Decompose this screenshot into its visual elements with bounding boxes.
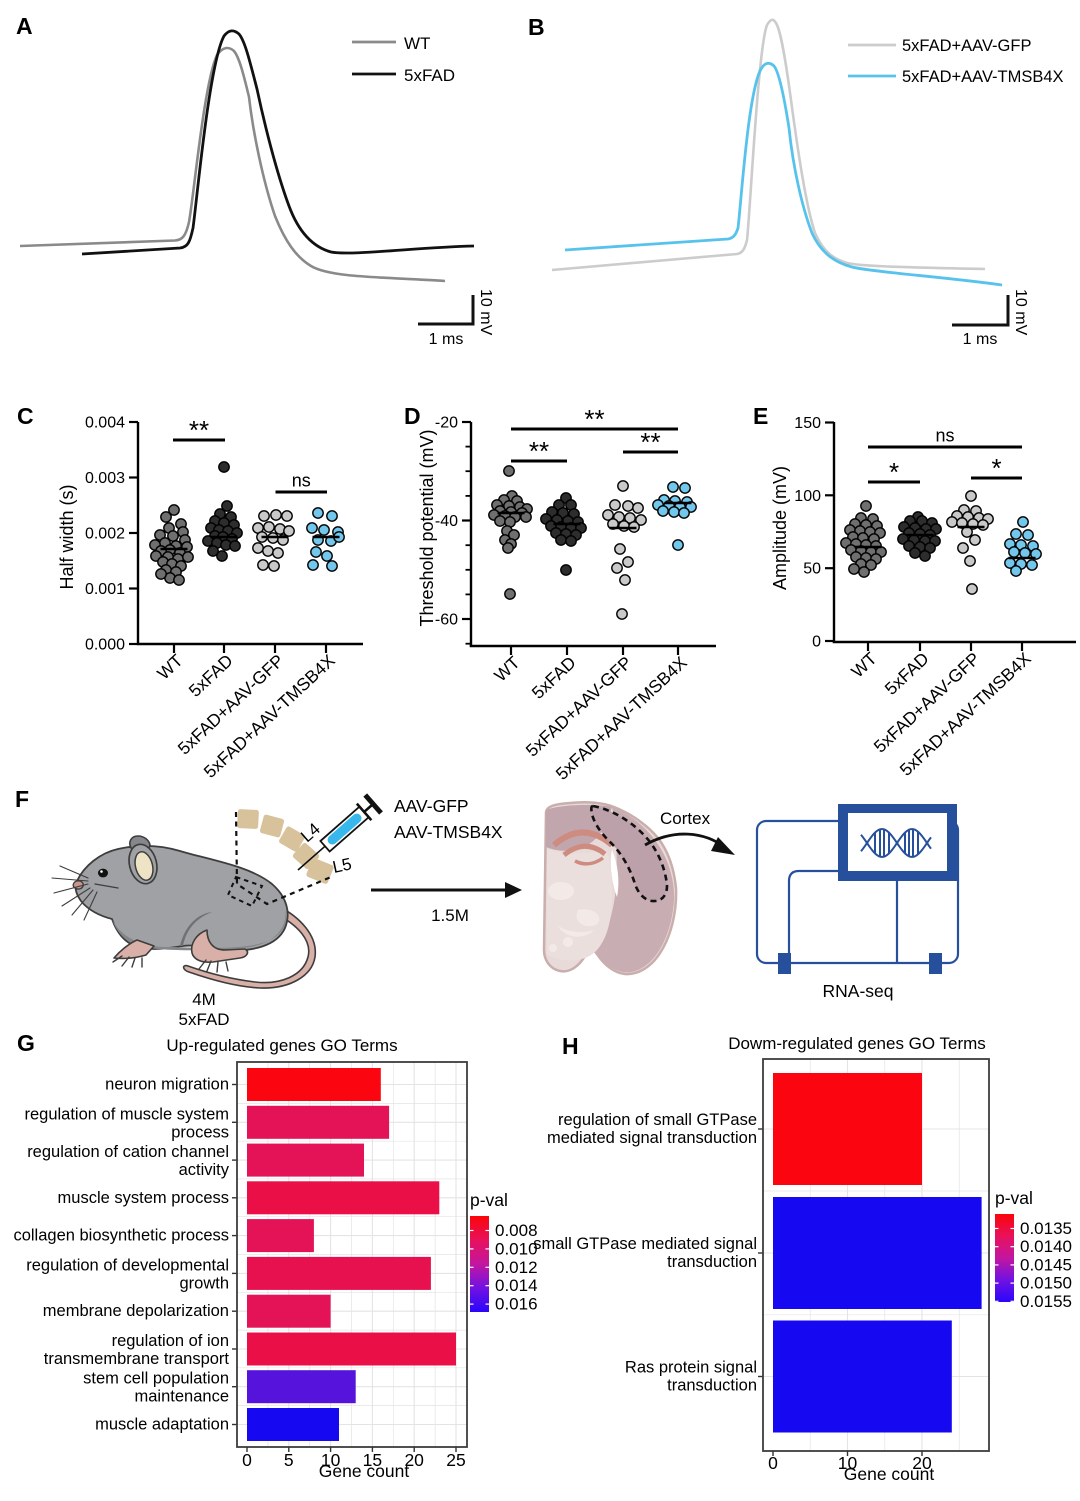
svg-text:20: 20 (912, 1453, 932, 1473)
svg-text:H: H (562, 1033, 579, 1059)
svg-text:regulation of cation channel: regulation of cation channel (27, 1143, 229, 1161)
svg-text:1 ms: 1 ms (963, 331, 998, 348)
svg-text:0.010: 0.010 (495, 1239, 538, 1258)
svg-text:membrane depolarization: membrane depolarization (43, 1302, 229, 1320)
svg-text:collagen biosynthetic process: collagen biosynthetic process (13, 1227, 229, 1245)
svg-text:0.014: 0.014 (495, 1276, 538, 1295)
svg-text:-60: -60 (435, 612, 458, 629)
svg-text:Up-regulated genes GO Terms: Up-regulated genes GO Terms (166, 1036, 397, 1055)
svg-text:5: 5 (284, 1450, 294, 1470)
svg-text:**: ** (189, 415, 209, 445)
svg-text:0.002: 0.002 (85, 526, 125, 543)
svg-text:1 ms: 1 ms (429, 331, 464, 348)
svg-text:0.008: 0.008 (495, 1221, 538, 1240)
svg-text:0.004: 0.004 (85, 415, 125, 432)
svg-text:growth: growth (179, 1274, 229, 1292)
svg-text:Gene count: Gene count (319, 1461, 410, 1481)
svg-text:ns: ns (292, 471, 311, 491)
svg-text:Threshold potential (mV): Threshold potential (mV) (417, 429, 437, 626)
svg-text:F: F (15, 786, 29, 812)
svg-text:20: 20 (404, 1450, 424, 1470)
svg-text:Ras protein signal: Ras protein signal (625, 1359, 757, 1377)
svg-text:p-val: p-val (470, 1190, 508, 1210)
svg-text:0.003: 0.003 (85, 470, 125, 487)
svg-text:0: 0 (812, 634, 821, 651)
svg-text:mediated signal transduction: mediated signal transduction (547, 1129, 757, 1147)
svg-text:0: 0 (768, 1453, 778, 1473)
svg-text:0.0140: 0.0140 (1020, 1237, 1072, 1256)
svg-text:10: 10 (321, 1450, 341, 1470)
svg-text:5xFAD: 5xFAD (178, 1010, 229, 1029)
svg-text:Half width (s): Half width (s) (57, 484, 77, 589)
svg-text:10: 10 (838, 1453, 858, 1473)
svg-text:Cortex: Cortex (660, 809, 711, 828)
svg-text:process: process (171, 1123, 229, 1141)
svg-text:E: E (753, 403, 768, 429)
svg-text:**: ** (584, 404, 604, 434)
svg-text:ns: ns (935, 426, 954, 446)
svg-text:0.0155: 0.0155 (1020, 1292, 1072, 1311)
svg-text:10 mV: 10 mV (1012, 289, 1029, 336)
svg-text:-20: -20 (435, 415, 458, 432)
svg-text:regulation of small GTPase: regulation of small GTPase (558, 1111, 757, 1129)
svg-text:regulation of ion: regulation of ion (112, 1332, 229, 1350)
svg-text:0.0150: 0.0150 (1020, 1274, 1072, 1293)
svg-text:10 mV: 10 mV (477, 289, 494, 336)
svg-text:transduction: transduction (667, 1377, 757, 1395)
svg-text:4M: 4M (192, 990, 216, 1009)
svg-text:A: A (16, 13, 33, 39)
svg-text:100: 100 (794, 488, 821, 505)
svg-text:B: B (528, 14, 545, 40)
svg-text:C: C (17, 403, 34, 429)
svg-text:0.000: 0.000 (85, 637, 125, 654)
svg-text:*: * (991, 453, 1001, 483)
svg-text:Gene count: Gene count (844, 1464, 935, 1484)
svg-text:WT: WT (404, 34, 430, 53)
svg-text:50: 50 (803, 561, 821, 578)
svg-text:Dowm-regulated genes GO Terms: Dowm-regulated genes GO Terms (728, 1034, 986, 1053)
svg-text:Amplitude (mV): Amplitude (mV) (770, 466, 790, 590)
svg-text:-40: -40 (435, 513, 458, 530)
svg-text:15: 15 (363, 1450, 382, 1470)
svg-text:transduction: transduction (667, 1253, 757, 1271)
svg-text:RNA-seq: RNA-seq (823, 981, 894, 1001)
svg-text:0: 0 (242, 1450, 252, 1470)
svg-text:1.5M: 1.5M (431, 906, 469, 925)
svg-text:0.012: 0.012 (495, 1258, 538, 1277)
svg-text:0.0135: 0.0135 (1020, 1219, 1072, 1238)
svg-text:AAV-GFP: AAV-GFP (394, 796, 469, 816)
svg-text:0.001: 0.001 (85, 581, 125, 598)
svg-text:**: ** (640, 427, 660, 457)
svg-text:maintenance: maintenance (135, 1388, 229, 1406)
svg-text:D: D (404, 403, 421, 429)
svg-text:0.0145: 0.0145 (1020, 1255, 1072, 1274)
svg-text:muscle adaptation: muscle adaptation (95, 1416, 229, 1434)
svg-text:L5: L5 (331, 854, 353, 877)
svg-text:0.016: 0.016 (495, 1295, 538, 1314)
svg-text:5xFAD: 5xFAD (404, 66, 455, 85)
svg-text:*: * (889, 457, 899, 487)
svg-text:regulation of developmental: regulation of developmental (26, 1256, 229, 1274)
svg-text:G: G (17, 1030, 35, 1056)
svg-text:small GTPase mediated signal: small GTPase mediated signal (533, 1235, 757, 1253)
svg-text:stem cell population: stem cell population (83, 1370, 229, 1388)
svg-text:25: 25 (446, 1450, 465, 1470)
svg-text:regulation of muscle system: regulation of muscle system (24, 1105, 229, 1123)
svg-text:transmembrane transport: transmembrane transport (44, 1350, 230, 1368)
svg-text:**: ** (529, 436, 549, 466)
svg-text:neuron migration: neuron migration (105, 1076, 229, 1094)
svg-text:5xFAD+AAV-GFP: 5xFAD+AAV-GFP (902, 37, 1031, 55)
svg-text:AAV-TMSB4X: AAV-TMSB4X (394, 822, 503, 842)
svg-text:5xFAD+AAV-TMSB4X: 5xFAD+AAV-TMSB4X (902, 68, 1064, 86)
svg-text:activity: activity (179, 1161, 230, 1179)
svg-text:p-val: p-val (995, 1188, 1033, 1208)
svg-text:muscle system process: muscle system process (58, 1189, 229, 1207)
svg-text:150: 150 (794, 415, 821, 432)
